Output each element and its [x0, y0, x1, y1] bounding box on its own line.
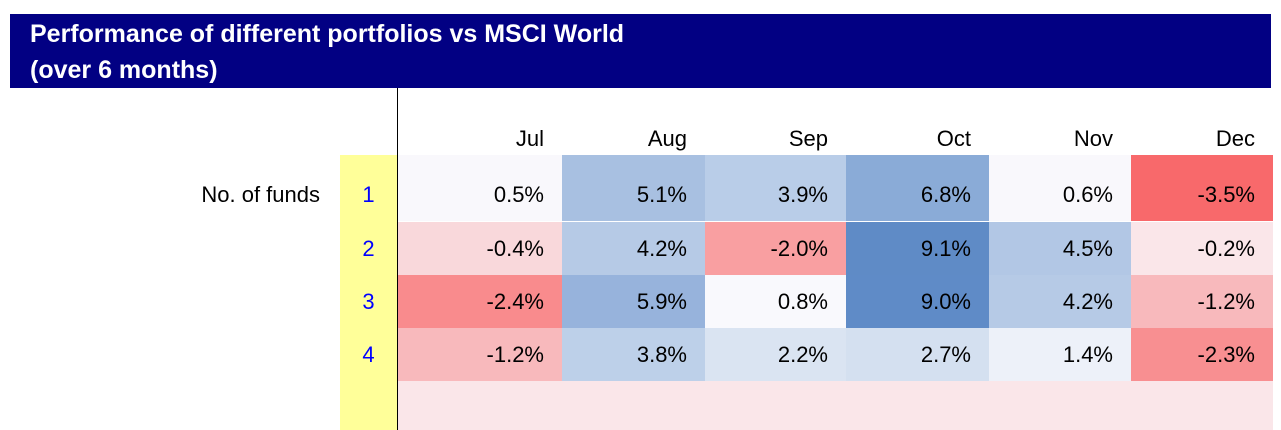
row-label-column [340, 155, 397, 430]
heatmap-cell: -2.4% [398, 275, 562, 328]
heatmap-cell: 1.4% [989, 328, 1131, 381]
column-header-dec: Dec [1215, 126, 1255, 151]
heatmap-cell: -1.2% [398, 328, 562, 381]
heatmap-cell: 3.9% [705, 155, 846, 221]
heatmap-cell: 0.6% [989, 155, 1131, 221]
heatmap-cell: 9.0% [846, 275, 989, 328]
heatmap-cell: -2.0% [705, 222, 846, 275]
row-label-3: 3 [362, 289, 375, 314]
chart-title-line2: (over 6 months) [30, 56, 218, 84]
row-axis-label: No. of funds [201, 182, 320, 207]
heatmap-cell: 6.8% [846, 155, 989, 221]
column-header-aug: Aug [647, 126, 687, 151]
heatmap-cell: 4.5% [989, 222, 1131, 275]
heatmap-cell: 4.2% [562, 222, 705, 275]
heatmap-cell: 2.7% [846, 328, 989, 381]
heatmap-cell: -0.4% [398, 222, 562, 275]
heatmap-cell: 4.2% [989, 275, 1131, 328]
heatmap-cell: 0.8% [705, 275, 846, 328]
heatmap-cell: -2.3% [1131, 328, 1273, 381]
chart-title-line1: Performance of different portfolios vs M… [30, 20, 625, 48]
heatmap-cell: 3.8% [562, 328, 705, 381]
heatmap-cell: 5.1% [562, 155, 705, 221]
row-label-4: 4 [362, 342, 375, 367]
row-label-2: 2 [362, 236, 375, 261]
heatmap-cell: -0.2% [1131, 222, 1273, 275]
heatmap-cell: 5.9% [562, 275, 705, 328]
heatmap-cell: 9.1% [846, 222, 989, 275]
vertical-divider [397, 88, 398, 430]
column-header-nov: Nov [1073, 126, 1113, 151]
heatmap-cell: -1.2% [1131, 275, 1273, 328]
column-header-jul: Jul [515, 126, 544, 151]
column-header-oct: Oct [936, 126, 971, 151]
heatmap-cell: 0.5% [398, 155, 562, 221]
row-label-1: 1 [362, 182, 375, 207]
heatmap-cell: 2.2% [705, 328, 846, 381]
heatmap-cell: -3.5% [1131, 155, 1273, 221]
chart-title-bar: Performance of different portfolios vs M… [10, 14, 1271, 88]
column-header-sep: Sep [788, 126, 828, 151]
